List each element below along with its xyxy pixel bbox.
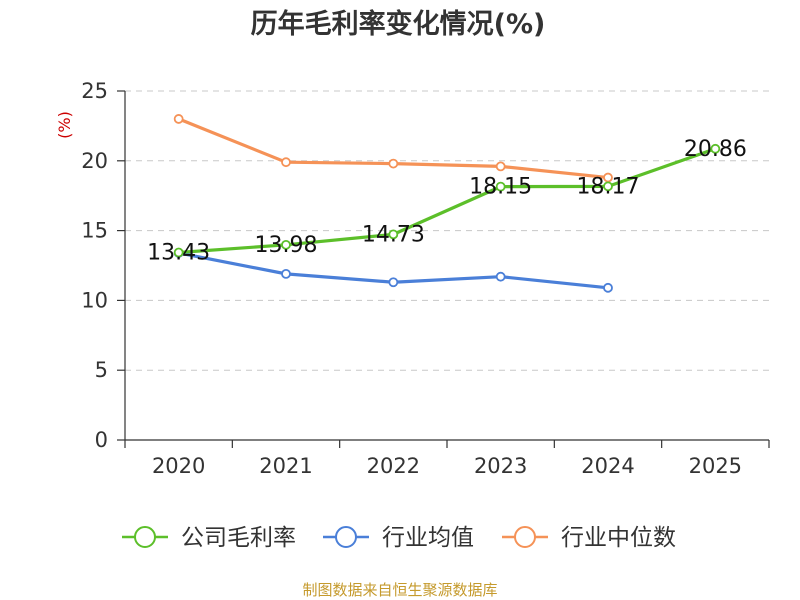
point-s1-2022 <box>388 277 399 288</box>
x-tick-label-2024: 2024 <box>581 454 634 478</box>
legend-item-1: 行业均值 <box>323 525 474 551</box>
legend-label-0: 公司毛利率 <box>181 525 296 551</box>
series-line-2 <box>178 117 609 180</box>
point-s2-2022 <box>388 158 399 169</box>
point-s0-2023 <box>495 181 506 192</box>
data-label-2021: 13.98 <box>255 233 318 258</box>
point-s0-2025 <box>710 143 721 154</box>
point-s0-2024 <box>603 181 613 192</box>
point-s1-2021 <box>281 268 291 279</box>
series-group <box>173 114 721 293</box>
data-label-2024: 18.17 <box>577 174 640 199</box>
data-label-2020: 13.43 <box>147 241 210 266</box>
point-s2-2020 <box>173 114 184 124</box>
legend-marker-2 <box>514 526 536 548</box>
x-tick-label-2020: 2020 <box>152 454 205 478</box>
legend-label-1: 行业均值 <box>382 525 474 551</box>
point-s2-2021 <box>281 157 291 168</box>
y-tick-label-5: 5 <box>95 358 108 382</box>
point-s1-2023 <box>495 271 506 282</box>
x-tick-label-2025: 2025 <box>689 454 742 478</box>
data-label-2022: 14.73 <box>362 222 425 247</box>
point-s0-2021 <box>281 239 291 250</box>
data-label-2023: 18.15 <box>469 175 532 200</box>
point-s1-2024 <box>603 282 613 293</box>
y-tick-label-0: 0 <box>95 428 108 452</box>
point-s2-2023 <box>495 161 506 172</box>
legend-marker-0 <box>134 526 156 548</box>
x-tick-label-2021: 2021 <box>259 454 312 478</box>
source-note: 制图数据来自恒生聚源数据库 <box>302 581 497 599</box>
chart-title: 历年毛利率变化情况(%) <box>251 8 546 40</box>
data-labels: 13.43 13.98 14.73 18.15 18.17 20.86 <box>147 137 747 266</box>
legend-item-2: 行业中位数 <box>502 525 676 551</box>
y-axis-label: (%) <box>55 111 74 139</box>
legend: 公司毛利率 行业均值 行业中位数 <box>122 525 676 551</box>
x-tick-label-2022: 2022 <box>367 454 420 478</box>
data-label-2025: 20.86 <box>684 137 747 162</box>
y-tick-label-25: 25 <box>81 79 108 103</box>
legend-marker-1 <box>335 526 357 548</box>
point-s0-2020 <box>173 247 184 258</box>
series-line-0 <box>178 147 716 255</box>
x-tick-label-2023: 2023 <box>474 454 527 478</box>
legend-label-2: 行业中位数 <box>561 525 676 551</box>
grid <box>125 90 769 371</box>
y-tick-label-10: 10 <box>81 288 108 312</box>
y-tick-label-15: 15 <box>81 219 108 243</box>
y-tick-label-20: 20 <box>81 149 108 173</box>
legend-item-0: 公司毛利率 <box>122 525 296 551</box>
point-s0-2022 <box>388 229 399 240</box>
